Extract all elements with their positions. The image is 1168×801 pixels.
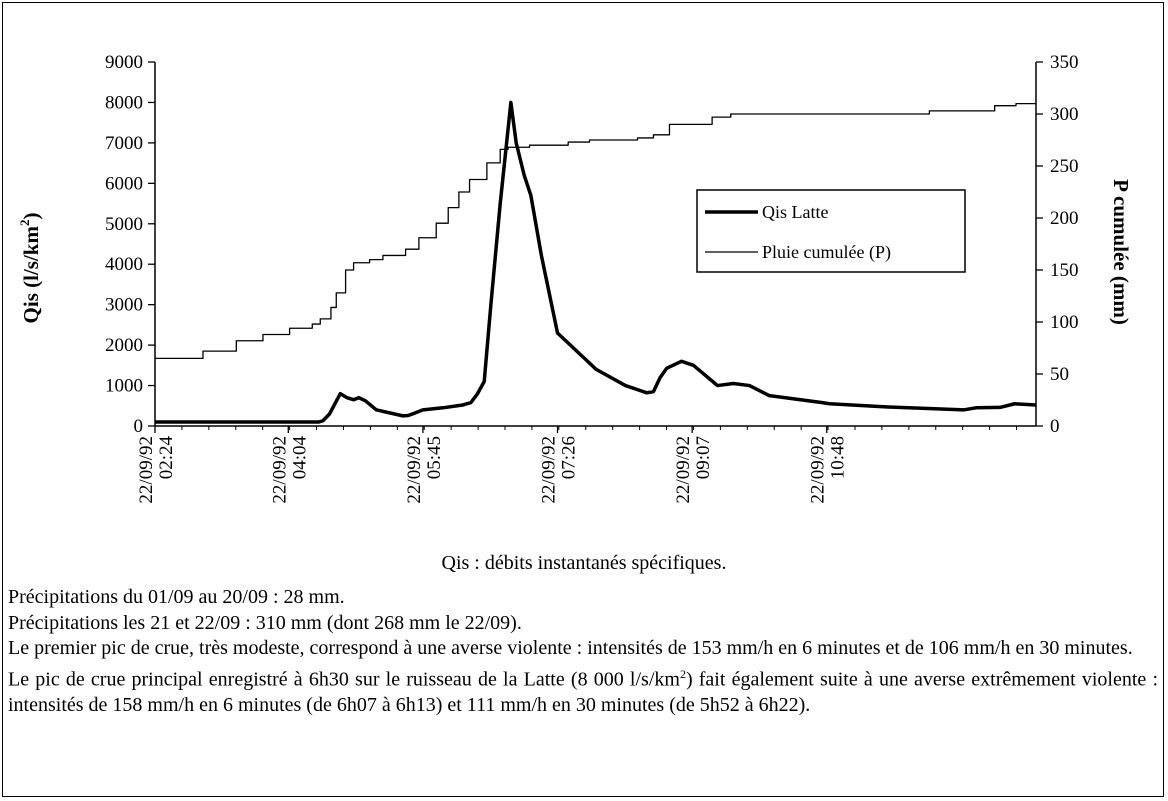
legend: Qis Latte Pluie cumulée (P): [696, 189, 966, 273]
left-tick-label: 7000: [105, 133, 143, 154]
note-p2: Précipitations les 21 et 22/09 : 310 mm …: [8, 611, 522, 634]
left-axis-ticks: 0 1000 2000 3000 4000 5000 6000 7000 8000 9000: [105, 52, 155, 437]
series-line-qis-latte: [155, 100, 1037, 424]
x-tick-label-time: 10:48: [828, 436, 849, 479]
right-axis-title: P cumulée (mm): [1109, 179, 1133, 325]
x-tick-label-time: 07:26: [559, 436, 580, 479]
right-tick-label: 350: [1050, 52, 1079, 73]
left-tick-label: 1000: [105, 376, 143, 397]
x-tick-label-date: 22/09/92: [404, 436, 425, 504]
right-tick-label: 250: [1050, 156, 1079, 177]
right-tick-label: 200: [1050, 208, 1079, 229]
left-tick-label: 0: [134, 416, 144, 437]
left-tick-label: 6000: [105, 173, 143, 194]
left-tick-label: 2000: [105, 335, 143, 356]
left-axis-title: Qis (l/s/km2): [17, 213, 43, 324]
right-tick-label: 0: [1050, 416, 1060, 437]
legend-label-qis: Qis Latte: [762, 202, 828, 222]
right-tick-label: 300: [1050, 104, 1079, 125]
left-tick-label: 5000: [105, 214, 143, 235]
left-tick-label: 9000: [105, 52, 143, 73]
right-axis-ticks: 0 50 100 150 200 250 300 350: [1036, 52, 1079, 437]
legend-box: [696, 189, 966, 273]
series-line-pluie-cumulee: [155, 102, 1036, 360]
x-tick-label-date: 22/09/92: [673, 436, 694, 504]
legend-label-rain: Pluie cumulée (P): [762, 242, 891, 263]
x-tick-label-date: 22/09/92: [539, 436, 560, 504]
x-tick-label-time: 05:45: [424, 436, 445, 479]
left-tick-label: 4000: [105, 254, 143, 275]
right-tick-label: 150: [1050, 260, 1079, 281]
note-p1: Précipitations du 01/09 au 20/09 : 28 mm…: [8, 586, 345, 608]
x-tick-label-time: 09:07: [693, 436, 714, 479]
x-tick-label-time: 02:24: [156, 436, 177, 480]
right-tick-label: 50: [1050, 364, 1069, 385]
chart-caption: Qis : débits instantanés spécifiques.: [441, 552, 727, 574]
note-p4: Le pic de crue principal enregistré à 6h…: [8, 666, 1158, 716]
chart-axes: [154, 62, 1037, 427]
left-tick-label: 3000: [105, 295, 143, 316]
x-tick-label-date: 22/09/92: [269, 436, 290, 504]
x-tick-label-date: 22/09/92: [808, 436, 829, 504]
x-tick-label-date: 22/09/92: [136, 436, 157, 504]
x-axis-ticks: 22/09/92 02:24 22/09/92 04:04 22/09/92 05:45 2…: [136, 426, 1018, 504]
series-lines: [155, 100, 1037, 424]
x-tick-label-time: 04:04: [289, 436, 310, 480]
note-p3: Le premier pic de crue, très modeste, co…: [8, 637, 1133, 659]
notes: Précipitations du 01/09 au 20/09 : 28 mm…: [8, 585, 1158, 718]
left-tick-label: 8000: [105, 92, 143, 113]
right-tick-label: 100: [1050, 312, 1079, 333]
